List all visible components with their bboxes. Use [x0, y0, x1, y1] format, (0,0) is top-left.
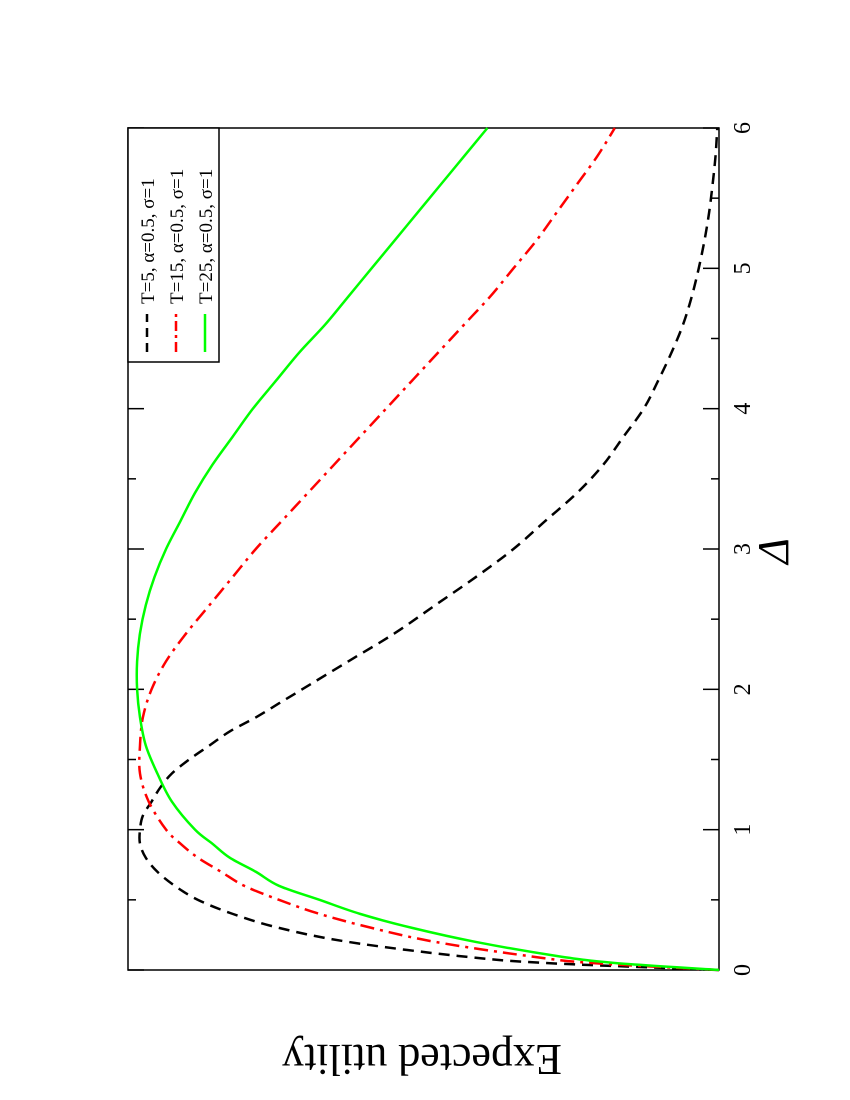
series-line-3: [135, 127, 720, 972]
x-tick-label: 1: [730, 824, 756, 836]
series-lines: [135, 127, 720, 972]
legend-label-2: T=15, α=0.5, σ=1: [167, 169, 188, 304]
x-tick-label: 5: [730, 262, 756, 274]
y-axis-label: Expected utility: [282, 1035, 562, 1084]
legend: T=5, α=0.5, σ=1 T=15, α=0.5, σ=1 T=25, α=0…: [127, 127, 220, 363]
x-tick-label: 2: [730, 683, 756, 695]
x-tick-labels: 0 1 2 3 4 5 6: [730, 122, 756, 976]
x-axis-label: Δ: [749, 538, 798, 566]
legend-label-1: T=5, α=0.5, σ=1: [138, 178, 159, 304]
legend-label-3: T=25, α=0.5, σ=1: [196, 169, 217, 304]
x-tick-label: 3: [730, 543, 756, 555]
series-line-1: [138, 127, 720, 972]
x-tick-label: 0: [730, 964, 756, 976]
x-tick-label: 4: [730, 403, 756, 415]
x-tick-label: 6: [730, 122, 756, 134]
series-line-2: [137, 127, 720, 972]
